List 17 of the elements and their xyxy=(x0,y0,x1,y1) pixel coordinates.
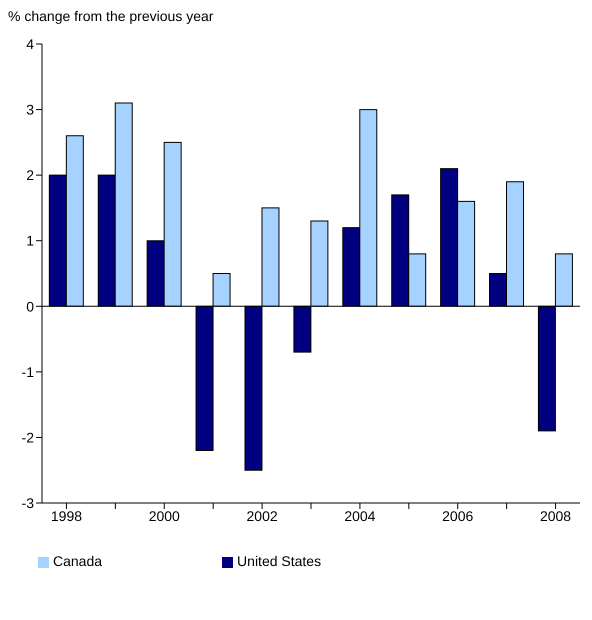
y-tick-label: 1 xyxy=(26,232,34,249)
y-tick-label: -1 xyxy=(22,364,34,380)
x-tick-label: 2002 xyxy=(246,508,278,524)
y-tick-label: -3 xyxy=(22,494,34,511)
y-axis-title: % change from the previous year xyxy=(8,8,214,24)
y-tick-label: 0 xyxy=(26,298,34,314)
x-tick-label: 2006 xyxy=(442,508,474,524)
y-tick-label: 3 xyxy=(26,102,34,118)
y-tick-label: 4 xyxy=(26,36,34,52)
y-tick-label: -2 xyxy=(22,429,34,446)
y-tick-label: 2 xyxy=(26,167,34,184)
legend-label: United States xyxy=(237,553,322,569)
x-tick-label: 2008 xyxy=(540,508,572,524)
legend-label: Canada xyxy=(53,553,102,569)
x-tick-label: 2000 xyxy=(148,508,180,524)
x-tick-label: 1998 xyxy=(50,508,82,524)
x-tick-label: 2004 xyxy=(344,508,376,524)
